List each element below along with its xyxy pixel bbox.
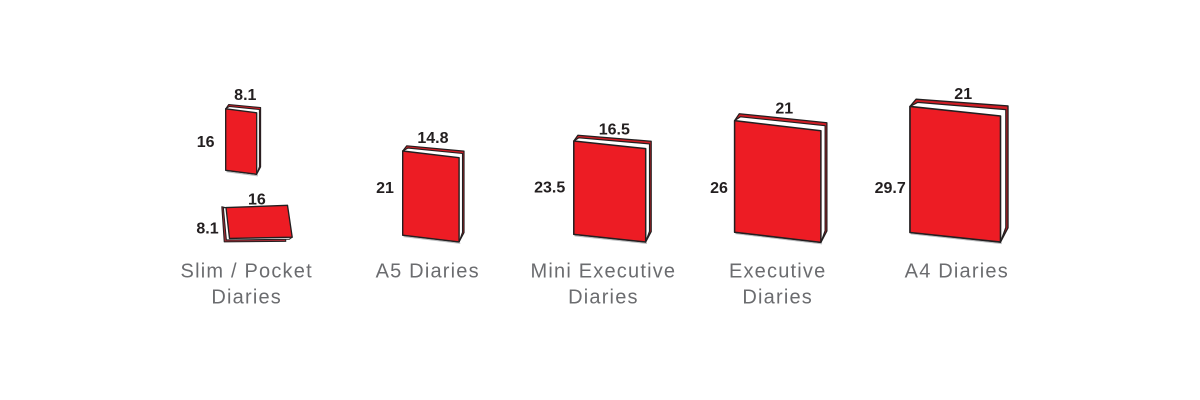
svg-text:A5 Diaries: A5 Diaries [376, 261, 480, 283]
svg-text:16: 16 [248, 192, 266, 209]
svg-text:14.8: 14.8 [417, 130, 448, 147]
svg-text:21: 21 [954, 86, 972, 103]
svg-text:8.1: 8.1 [234, 87, 256, 104]
svg-text:21: 21 [775, 100, 793, 117]
svg-text:21: 21 [376, 180, 394, 197]
svg-text:23.5: 23.5 [534, 180, 565, 197]
svg-text:Diaries: Diaries [211, 287, 282, 309]
svg-text:16.5: 16.5 [599, 122, 630, 139]
svg-text:Diaries: Diaries [742, 287, 813, 309]
svg-text:8.1: 8.1 [196, 221, 218, 238]
svg-text:29.7: 29.7 [875, 180, 906, 197]
svg-text:A4 Diaries: A4 Diaries [905, 261, 1009, 283]
svg-text:Mini Executive: Mini Executive [531, 261, 677, 283]
svg-text:26: 26 [710, 180, 728, 197]
svg-text:Diaries: Diaries [568, 287, 639, 309]
svg-text:Slim / Pocket: Slim / Pocket [181, 261, 313, 283]
svg-text:Executive: Executive [729, 261, 827, 283]
svg-text:16: 16 [197, 134, 215, 151]
